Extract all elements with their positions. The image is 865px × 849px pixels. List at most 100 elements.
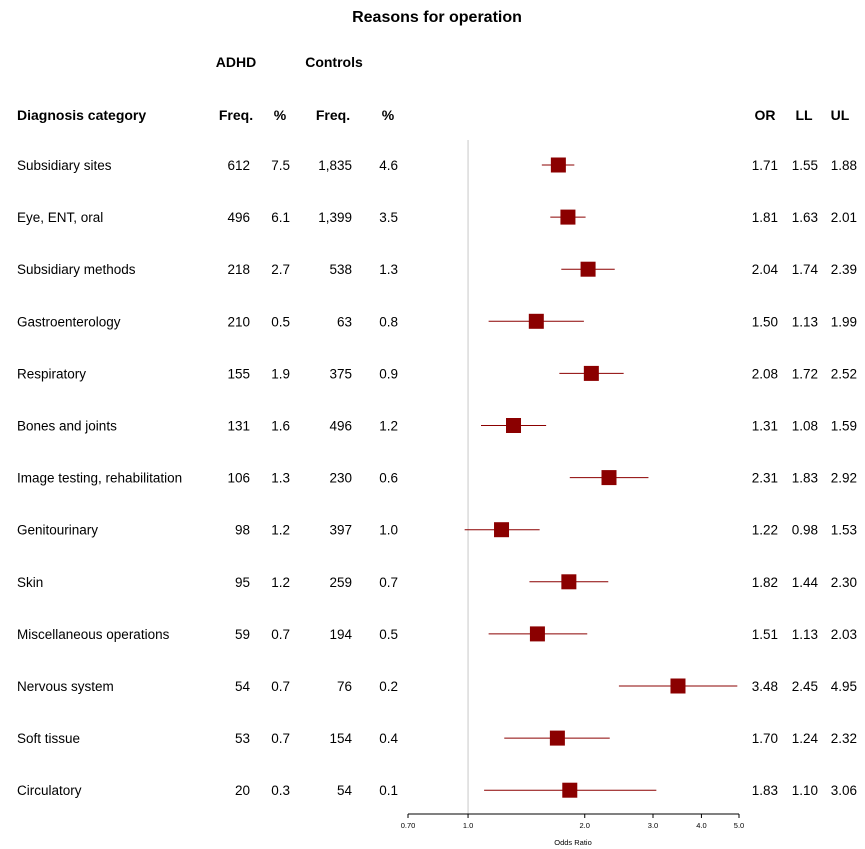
cell-category: Eye, ENT, oral	[17, 210, 103, 225]
table-row: Subsidiary sites 612 7.5 1,835 4.6 1.71 1.55 1.…	[17, 158, 857, 173]
cell-ll: 1.74	[792, 262, 819, 277]
table-row: Bones and joints 131 1.6 496 1.2 1.31 1.08 1.59	[17, 419, 857, 434]
cell-ctrl-freq: 76	[337, 679, 352, 694]
forest-row-mark	[488, 313, 584, 329]
or-point	[528, 313, 544, 329]
chart-title: Reasons for operation	[352, 9, 522, 26]
x-axis: 0.70 1.0 2.0 3.0 4.0 5.0	[401, 813, 744, 830]
table-row: Skin 95 1.2 259 0.7 1.82 1.44 2.30	[17, 575, 857, 590]
table-rows: Subsidiary sites 612 7.5 1,835 4.6 1.71 1.55 1.…	[17, 158, 857, 798]
forest-row-mark	[464, 522, 540, 538]
forest-row-mark	[561, 261, 615, 277]
cell-category: Nervous system	[17, 679, 114, 694]
cell-ul: 1.53	[831, 523, 857, 538]
forest-row-mark	[541, 157, 575, 173]
cell-adhd-pct: 0.7	[271, 731, 290, 746]
forest-row-mark	[569, 470, 649, 486]
cell-or: 2.08	[752, 366, 778, 381]
cell-adhd-pct: 7.5	[271, 158, 290, 173]
cell-or: 2.04	[752, 262, 779, 277]
x-tick-label: 3.0	[648, 821, 658, 830]
table-row: Subsidiary methods 218 2.7 538 1.3 2.04 1.74 2.…	[17, 262, 857, 277]
cell-ctrl-freq: 194	[329, 627, 352, 642]
cell-or: 1.82	[752, 575, 778, 590]
col-header-ll: LL	[795, 107, 813, 123]
cell-adhd-pct: 0.7	[271, 627, 290, 642]
cell-or: 1.71	[752, 158, 778, 173]
cell-adhd-freq: 106	[227, 471, 250, 486]
forest-row-mark	[504, 730, 610, 746]
cell-adhd-pct: 0.7	[271, 679, 290, 694]
cell-ul: 2.03	[831, 627, 857, 642]
col-header-ctrl-freq: Freq.	[316, 107, 350, 123]
cell-ll: 1.24	[792, 731, 819, 746]
cell-ctrl-pct: 0.7	[379, 575, 398, 590]
or-point	[670, 678, 686, 694]
cell-or: 2.31	[752, 471, 778, 486]
cell-ctrl-pct: 0.1	[379, 783, 398, 798]
cell-ul: 1.88	[831, 158, 857, 173]
table-row: Eye, ENT, oral 496 6.1 1,399 3.5 1.81 1.63 2.01	[17, 210, 857, 225]
cell-adhd-pct: 0.5	[271, 314, 290, 329]
cell-category: Subsidiary sites	[17, 158, 112, 173]
cell-adhd-freq: 53	[235, 731, 250, 746]
cell-adhd-freq: 496	[227, 210, 250, 225]
col-header-or: OR	[755, 107, 776, 123]
cell-ctrl-pct: 0.2	[379, 679, 398, 694]
col-header-ul: UL	[831, 107, 850, 123]
cell-ul: 2.39	[831, 262, 857, 277]
or-point	[549, 730, 565, 746]
cell-adhd-freq: 54	[235, 679, 251, 694]
table-row: Gastroenterology 210 0.5 63 0.8 1.50 1.13 1.99	[17, 314, 857, 329]
table-row: Soft tissue 53 0.7 154 0.4 1.70 1.24 2.32	[17, 731, 857, 746]
cell-category: Gastroenterology	[17, 314, 121, 329]
cell-ul: 4.95	[831, 679, 857, 694]
cell-ul: 2.92	[831, 471, 857, 486]
cell-ctrl-pct: 1.0	[379, 523, 398, 538]
cell-or: 1.31	[752, 419, 778, 434]
cell-or: 1.50	[752, 314, 778, 329]
cell-category: Skin	[17, 575, 43, 590]
cell-category: Miscellaneous operations	[17, 627, 170, 642]
cell-adhd-pct: 1.6	[271, 419, 290, 434]
or-point	[529, 626, 545, 642]
or-point	[562, 782, 578, 798]
cell-ll: 1.44	[792, 575, 819, 590]
or-point	[550, 157, 566, 173]
group-header-controls: Controls	[305, 54, 363, 70]
cell-adhd-pct: 6.1	[271, 210, 290, 225]
cell-ul: 1.59	[831, 419, 857, 434]
x-tick-label: 0.70	[401, 821, 416, 830]
x-axis-label: Odds Ratio	[554, 838, 592, 847]
cell-ll: 1.13	[792, 627, 818, 642]
cell-category: Image testing, rehabilitation	[17, 471, 182, 486]
cell-adhd-freq: 612	[227, 158, 250, 173]
cell-ll: 1.83	[792, 471, 818, 486]
cell-ctrl-pct: 1.2	[379, 419, 398, 434]
forest-row-mark	[529, 574, 609, 590]
cell-adhd-freq: 218	[227, 262, 250, 277]
col-header-adhd-freq: Freq.	[219, 107, 253, 123]
table-row: Genitourinary 98 1.2 397 1.0 1.22 0.98 1.53	[17, 523, 857, 538]
cell-ll: 1.13	[792, 314, 818, 329]
cell-adhd-pct: 1.9	[271, 366, 290, 381]
cell-adhd-pct: 2.7	[271, 262, 290, 277]
or-point	[580, 261, 596, 277]
cell-ctrl-freq: 375	[329, 366, 352, 381]
cell-category: Subsidiary methods	[17, 262, 136, 277]
cell-ul: 2.32	[831, 731, 857, 746]
cell-or: 1.83	[752, 783, 778, 798]
col-header-adhd-pct: %	[274, 107, 287, 123]
cell-ctrl-pct: 0.8	[379, 314, 398, 329]
cell-category: Circulatory	[17, 783, 82, 798]
cell-or: 1.70	[752, 731, 778, 746]
cell-adhd-pct: 1.3	[271, 471, 290, 486]
cell-ctrl-pct: 0.9	[379, 366, 398, 381]
cell-or: 3.48	[752, 679, 778, 694]
cell-ctrl-pct: 1.3	[379, 262, 398, 277]
table-row: Circulatory 20 0.3 54 0.1 1.83 1.10 3.06	[17, 783, 857, 798]
cell-ctrl-freq: 1,399	[318, 210, 352, 225]
cell-ctrl-freq: 1,835	[318, 158, 352, 173]
col-header-ctrl-pct: %	[382, 107, 395, 123]
cell-category: Respiratory	[17, 366, 86, 381]
